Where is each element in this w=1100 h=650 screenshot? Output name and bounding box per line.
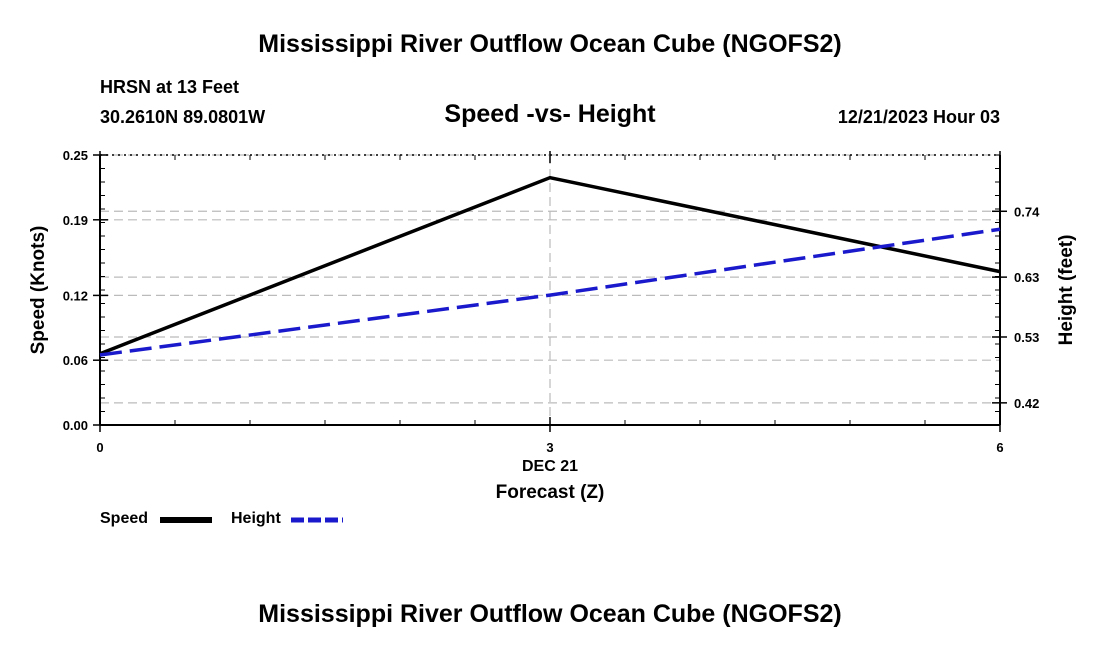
- footer-title: Mississippi River Outflow Ocean Cube (NG…: [258, 600, 842, 628]
- forecast-date: 12/21/2023 Hour 03: [837, 107, 1000, 127]
- chart-subtitle: Speed -vs- Height: [444, 100, 656, 128]
- y2-tick-label: 0.63: [1014, 270, 1039, 285]
- y2-tick-label: 0.53: [1014, 330, 1039, 345]
- legend-height-swatch: [291, 517, 343, 523]
- x-tick-label: 0: [96, 440, 103, 455]
- y-tick-label: 0.12: [63, 288, 88, 303]
- y-tick-label: 0.00: [63, 418, 88, 433]
- y-tick-label: 0.06: [63, 353, 88, 368]
- y-tick-label: 0.19: [63, 213, 88, 228]
- x-axis-title: Forecast (Z): [495, 482, 605, 503]
- y-axis-title: Speed (Knots): [28, 226, 49, 355]
- station-label: HRSN at 13 Feet: [100, 77, 240, 97]
- grid-lines: [100, 154, 1000, 425]
- legend-speed-label: Speed: [100, 510, 149, 527]
- series-lines: [99, 175, 1001, 357]
- x-axis-sublabel: DEC 21: [521, 458, 579, 475]
- station-coords: 30.2610N 89.0801W: [100, 107, 266, 127]
- legend-speed-swatch: [160, 517, 212, 523]
- x-tick-label: 3: [546, 440, 553, 455]
- height-series-line: [99, 227, 1001, 357]
- y2-axis-title: Height (feet): [1056, 235, 1077, 346]
- y-tick-label: 0.25: [63, 148, 88, 163]
- x-tick-label: 6: [996, 440, 1003, 455]
- y2-tick-label: 0.42: [1014, 396, 1039, 411]
- axes: 0.00 0.06 0.12 0.19 0.25 0.42 0.53 0.63 0.74 0 3 6: [63, 148, 1040, 455]
- legend-height-label: Height: [231, 510, 281, 527]
- chart-main-title: Mississippi River Outflow Ocean Cube (NG…: [258, 30, 842, 58]
- y2-tick-label: 0.74: [1014, 204, 1040, 219]
